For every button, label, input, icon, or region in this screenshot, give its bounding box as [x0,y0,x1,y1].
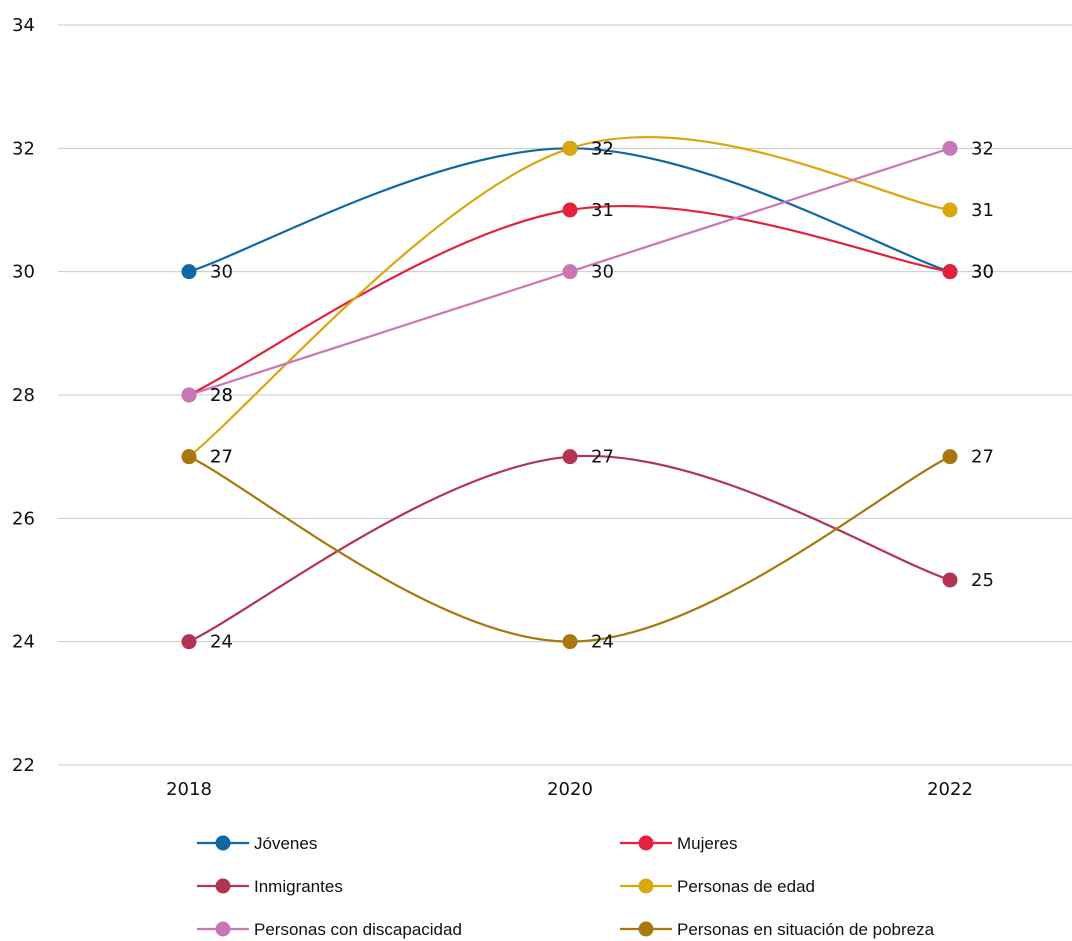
y-tick-label: 34 [12,15,35,36]
data-label: 28 [210,385,233,406]
y-tick-label: 28 [12,385,35,406]
data-label: 32 [971,138,994,159]
series-line [188,455,951,643]
x-tick-label: 2020 [547,779,593,800]
data-point [562,140,578,156]
legend-marker [215,921,231,937]
legend-label: Inmigrantes [254,877,343,896]
series-line [188,454,951,643]
y-tick-label: 24 [12,632,35,653]
data-point [942,264,958,280]
y-tick-label: 22 [12,755,35,776]
legend-marker [638,878,654,894]
legend-label: Personas en situación de pobreza [677,920,935,939]
series-points [181,140,958,650]
y-axis: 22 24 26 28 30 32 34 [12,15,35,776]
data-label: 25 [971,570,994,591]
legend-marker [215,835,231,851]
x-tick-label: 2018 [166,779,212,800]
legend-marker [638,921,654,937]
data-label: 32 [591,138,614,159]
data-label: 31 [591,200,614,221]
data-label: 27 [210,447,233,468]
data-point [562,202,578,218]
legend: Jóvenes Mujeres Inmigrantes Personas de eda… [197,834,935,939]
data-point [562,634,578,650]
data-label: 32 [591,138,614,159]
data-label: 27 [591,447,614,468]
data-label: 30 [210,262,233,283]
y-tick-label: 30 [12,262,35,283]
legend-label: Personas de edad [677,877,815,896]
legend-label: Personas con discapacidad [254,920,462,939]
data-point [181,264,197,280]
legend-label: Mujeres [677,834,737,853]
data-point [942,572,958,588]
data-label: 30 [591,262,614,283]
data-label: 30 [971,262,994,283]
series-line [188,205,951,396]
y-tick-label: 32 [12,138,35,159]
data-point [942,449,958,465]
data-point [562,449,578,465]
data-label: 28 [210,385,233,406]
legend-marker [215,878,231,894]
data-point [181,449,197,465]
data-label: 30 [971,262,994,283]
data-point [942,140,958,156]
data-point [181,634,197,650]
data-point [181,387,197,403]
y-tick-label: 26 [12,508,35,529]
x-axis: 2018 2020 2022 [166,779,973,800]
legend-label: Jóvenes [254,834,317,853]
data-label: 24 [210,632,233,653]
data-point [562,264,578,280]
legend-marker [638,835,654,851]
data-label: 31 [971,200,994,221]
data-label: 24 [591,632,614,653]
x-tick-label: 2022 [927,779,973,800]
data-label: 27 [210,447,233,468]
data-label: 27 [971,447,994,468]
data-point [942,202,958,218]
